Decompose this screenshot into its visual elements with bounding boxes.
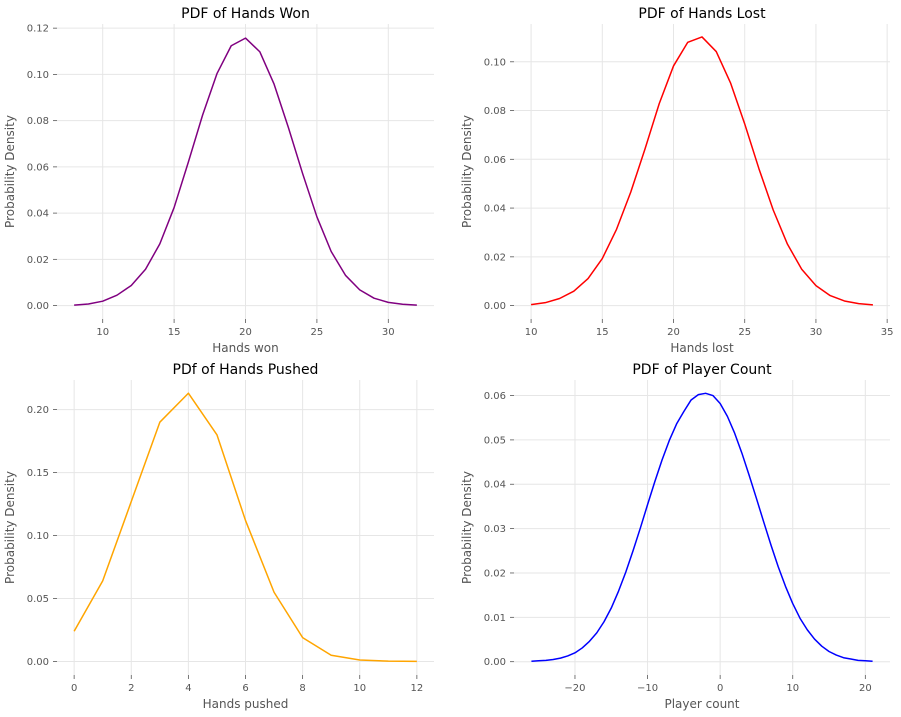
- y-tick-label: 0.12: [27, 24, 49, 35]
- y-tick-label: 0.10: [484, 57, 506, 68]
- x-tick-label: 0: [717, 683, 723, 694]
- chart-title: PDf of Hands Pushed: [173, 362, 319, 378]
- x-tick-label: 20: [239, 327, 252, 338]
- x-tick-label: −10: [637, 683, 658, 694]
- y-tick-label: 0.08: [27, 116, 49, 127]
- y-tick-label: 0.00: [484, 657, 506, 668]
- y-tick-label: 0.10: [27, 70, 49, 81]
- x-axis-label: Hands won: [212, 341, 278, 355]
- x-tick-label: 35: [881, 327, 894, 338]
- y-tick-label: 0.05: [484, 435, 506, 446]
- x-tick-label: 15: [596, 327, 609, 338]
- x-tick-label: 30: [810, 327, 823, 338]
- y-axis-label: Probability Density: [3, 471, 17, 584]
- y-tick-label: 0.04: [484, 480, 506, 491]
- y-tick-label: 0.00: [484, 301, 506, 312]
- x-axis-label: Hands lost: [670, 341, 734, 355]
- y-tick-label: 0.04: [27, 209, 49, 220]
- y-axis-label: Probability Density: [3, 115, 17, 228]
- y-tick-label: 0.04: [484, 204, 506, 215]
- y-tick-label: 0.00: [27, 657, 49, 668]
- x-tick-label: 10: [96, 327, 109, 338]
- y-tick-label: 0.10: [27, 531, 49, 542]
- x-tick-label: 15: [168, 327, 181, 338]
- x-tick-label: 10: [786, 683, 799, 694]
- x-tick-label: 20: [667, 327, 680, 338]
- chart-title: PDF of Player Count: [632, 362, 772, 378]
- y-tick-label: 0.06: [484, 155, 506, 166]
- y-axis-label: Probability Density: [460, 471, 474, 584]
- chart-title: PDF of Hands Won: [181, 6, 310, 22]
- subplot-1: 10 15 20 25 30 0.00 0.02 0.04 0.06 0.08 0.10 0.12 PD…: [3, 6, 434, 355]
- x-tick-label: 10: [353, 683, 366, 694]
- y-tick-label: 0.02: [484, 568, 506, 579]
- x-tick-label: 30: [382, 327, 395, 338]
- y-axis-label: Probability Density: [460, 115, 474, 228]
- chart-title: PDF of Hands Lost: [638, 6, 766, 22]
- y-tick-label: 0.08: [484, 106, 506, 117]
- subplot-3: 0 2 4 6 8 10 12 0.00 0.05 0.10 0.15 0.20 PDf of Hand…: [3, 362, 434, 711]
- x-axis-label: Hands pushed: [203, 697, 289, 711]
- y-tick-label: 0.06: [484, 391, 506, 402]
- y-tick-label: 0.15: [27, 468, 49, 479]
- x-tick-label: 25: [738, 327, 751, 338]
- y-tick-label: 0.00: [27, 301, 49, 312]
- x-axis-label: Player count: [664, 697, 739, 711]
- y-tick-label: 0.03: [484, 524, 506, 535]
- subplot-2: 10 15 20 25 30 35 0.00 0.02 0.04 0.06 0.08 0.10 PDF …: [460, 6, 894, 355]
- y-tick-label: 0.01: [484, 613, 506, 624]
- x-tick-label: 25: [311, 327, 324, 338]
- x-tick-label: 2: [128, 683, 134, 694]
- x-tick-label: −20: [564, 683, 585, 694]
- series-line: [531, 392, 873, 662]
- x-tick-label: 6: [242, 683, 248, 694]
- y-tick-label: 0.20: [27, 405, 49, 416]
- x-tick-label: 12: [410, 683, 423, 694]
- series-line: [530, 36, 873, 306]
- y-tick-label: 0.05: [27, 594, 49, 605]
- y-tick-label: 0.06: [27, 162, 49, 173]
- x-tick-label: 20: [859, 683, 872, 694]
- y-tick-label: 0.02: [484, 252, 506, 263]
- subplot-4: −20 −10 0 10 20 0.00 0.01 0.02 0.03 0.04 0.05 0.06 P…: [460, 362, 890, 711]
- x-tick-label: 8: [299, 683, 305, 694]
- x-tick-label: 4: [185, 683, 191, 694]
- y-tick-label: 0.02: [27, 255, 49, 266]
- x-tick-label: 0: [71, 683, 77, 694]
- x-tick-label: 10: [525, 327, 538, 338]
